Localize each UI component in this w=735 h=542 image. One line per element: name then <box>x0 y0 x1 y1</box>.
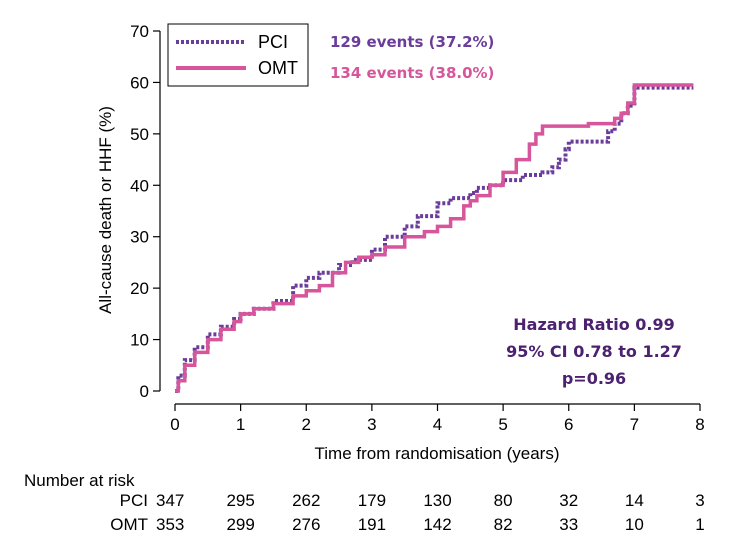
x-tick-label: 2 <box>302 415 311 434</box>
y-tick-label: 0 <box>140 382 149 401</box>
y-axis-title: All-cause death or HHF (%) <box>96 106 115 314</box>
x-tick-label: 8 <box>695 415 704 434</box>
risk-value-pci: 14 <box>625 491 644 510</box>
p-value-text: p=0.96 <box>562 369 626 388</box>
risk-value-pci: 80 <box>494 491 513 510</box>
events-label-omt: 134 events (38.0%) <box>330 64 494 82</box>
risk-value-omt: 33 <box>559 515 578 534</box>
chart-axes: 0 1 2 3 4 5 6 7 8 0 10 20 30 40 50 60 70 <box>130 22 705 434</box>
x-tick-label: 0 <box>170 415 179 434</box>
risk-row-label-omt: OMT <box>110 515 148 534</box>
y-tick-label: 60 <box>130 73 149 92</box>
risk-value-omt: 1 <box>695 515 704 534</box>
risk-value-pci: 347 <box>156 491 184 510</box>
risk-table-values: 347 295 262 179 130 80 32 14 3 353 299 276 191 142 82 3… <box>156 491 705 534</box>
risk-value-omt: 10 <box>625 515 644 534</box>
risk-value-pci: 179 <box>358 491 386 510</box>
risk-value-pci: 295 <box>226 491 254 510</box>
confidence-interval-text: 95% CI 0.78 to 1.27 <box>506 342 682 361</box>
risk-value-omt: 353 <box>156 515 184 534</box>
legend-box <box>167 23 309 87</box>
x-tick-label: 6 <box>564 415 573 434</box>
risk-value-omt: 191 <box>358 515 386 534</box>
events-label-pci: 129 events (37.2%) <box>330 33 494 51</box>
y-tick-label: 70 <box>130 22 149 41</box>
risk-value-pci: 3 <box>695 491 704 510</box>
legend-label-omt: OMT <box>258 58 298 78</box>
risk-value-omt: 142 <box>423 515 451 534</box>
risk-value-pci: 262 <box>292 491 320 510</box>
risk-value-omt: 276 <box>292 515 320 534</box>
y-tick-label: 30 <box>130 228 149 247</box>
series-line-omt <box>175 83 694 393</box>
risk-value-omt: 299 <box>226 515 254 534</box>
risk-table: Number at risk PCI OMT 347 295 262 179 130 80… <box>24 471 705 534</box>
risk-value-pci: 32 <box>559 491 578 510</box>
x-axis-title: Time from randomisation (years) <box>315 444 560 463</box>
x-tick-label: 1 <box>236 415 245 434</box>
y-tick-label: 40 <box>130 176 149 195</box>
y-tick-label: 50 <box>130 125 149 144</box>
x-tick-label: 7 <box>630 415 639 434</box>
y-tick-label: 10 <box>130 331 149 350</box>
x-tick-label: 5 <box>498 415 507 434</box>
risk-value-omt: 82 <box>494 515 513 534</box>
y-tick-label: 20 <box>130 279 149 298</box>
risk-table-title: Number at risk <box>24 471 135 490</box>
legend: PCI OMT <box>167 23 309 87</box>
hazard-ratio-text: Hazard Ratio 0.99 <box>513 315 675 334</box>
x-tick-label: 3 <box>367 415 376 434</box>
chart-series-group <box>175 83 694 393</box>
risk-value-pci: 130 <box>423 491 451 510</box>
risk-row-label-pci: PCI <box>120 491 148 510</box>
legend-label-pci: PCI <box>258 32 288 52</box>
hazard-ratio-annotation: Hazard Ratio 0.99 95% CI 0.78 to 1.27 p=… <box>506 315 682 388</box>
x-tick-label: 4 <box>433 415 442 434</box>
